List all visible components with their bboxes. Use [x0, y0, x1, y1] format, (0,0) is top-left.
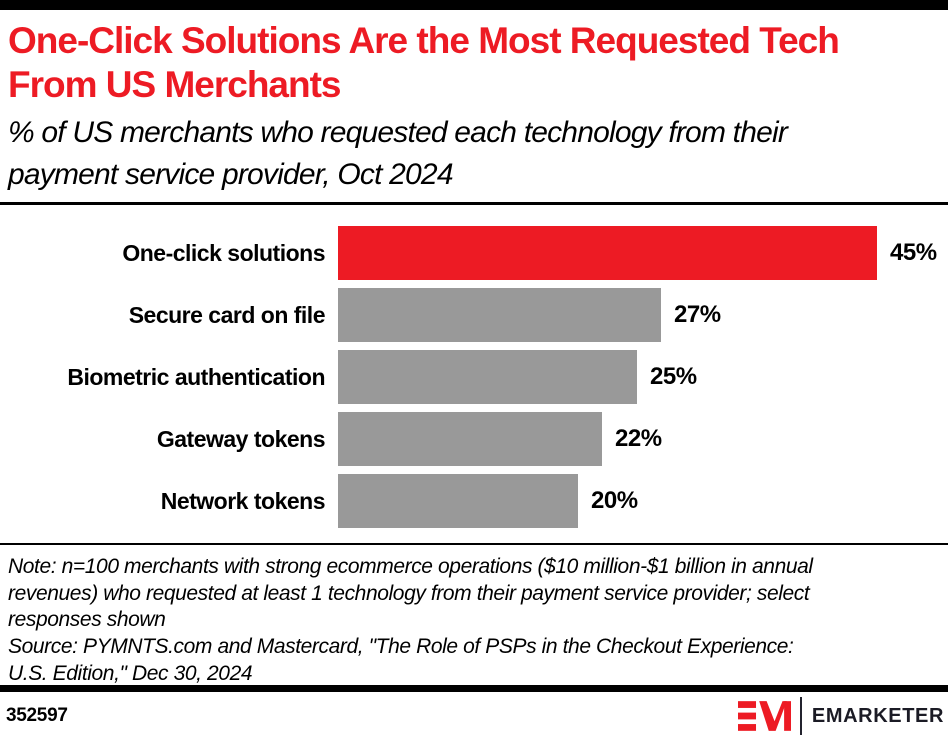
notes-section: Note: n=100 merchants with strong ecomme…: [0, 545, 948, 685]
bar-value-label: 20%: [591, 487, 638, 514]
bar-value-label: 22%: [615, 425, 662, 452]
bar-row: Secure card on file 27%: [0, 288, 948, 342]
note-text: Note: n=100 merchants with strong ecomme…: [8, 555, 813, 632]
bar-fill: [338, 474, 578, 528]
bar-category-label: Network tokens: [160, 487, 326, 514]
bar-row: One-click solutions 45%: [0, 226, 948, 280]
bar-category-label: Gateway tokens: [156, 425, 326, 452]
chart-id: 352597: [6, 705, 68, 726]
bar-track: 20%: [338, 474, 948, 528]
bar-category-label: Secure card on file: [128, 301, 326, 328]
footer: 352597 EMARKETER: [0, 692, 948, 740]
header-divider: [0, 202, 948, 205]
bar-value-label: 45%: [890, 239, 937, 266]
bar-track: 22%: [338, 412, 948, 466]
notes-divider: [0, 543, 948, 545]
bar-track: 27%: [338, 288, 948, 342]
bar-row: Network tokens 20%: [0, 474, 948, 528]
bar-fill: [338, 412, 602, 466]
bar-row: Biometric authentication 25%: [0, 350, 948, 404]
bar-category-label: One-click solutions: [122, 239, 325, 266]
bar-value-label: 25%: [650, 363, 697, 390]
bar-fill: [338, 288, 661, 342]
bar-fill: [338, 350, 637, 404]
page-subtitle: % of US merchants who requested each tec…: [8, 116, 788, 192]
bar-category-label: Biometric authentication: [67, 363, 325, 390]
emarketer-wordmark: EMARKETER: [811, 704, 944, 727]
emarketer-logo: EMARKETER: [737, 697, 944, 735]
top-rule: [0, 0, 948, 10]
bar-fill: [338, 226, 877, 280]
bar-track: 45%: [338, 226, 948, 280]
source-text: Source: PYMNTS.com and Mastercard, "The …: [8, 634, 794, 685]
footer-rule: [0, 685, 948, 692]
bar-row: Gateway tokens 22%: [0, 412, 948, 466]
bar-value-label: 27%: [674, 301, 721, 328]
bar-track: 25%: [338, 350, 948, 404]
emarketer-monogram-icon: [737, 701, 791, 731]
header: One-Click Solutions Are the Most Request…: [0, 10, 948, 202]
bar-chart: One-click solutions 45% Secure card on fil…: [0, 205, 948, 543]
page-title: One-Click Solutions Are the Most Request…: [8, 20, 840, 106]
logo-divider: [799, 697, 802, 735]
